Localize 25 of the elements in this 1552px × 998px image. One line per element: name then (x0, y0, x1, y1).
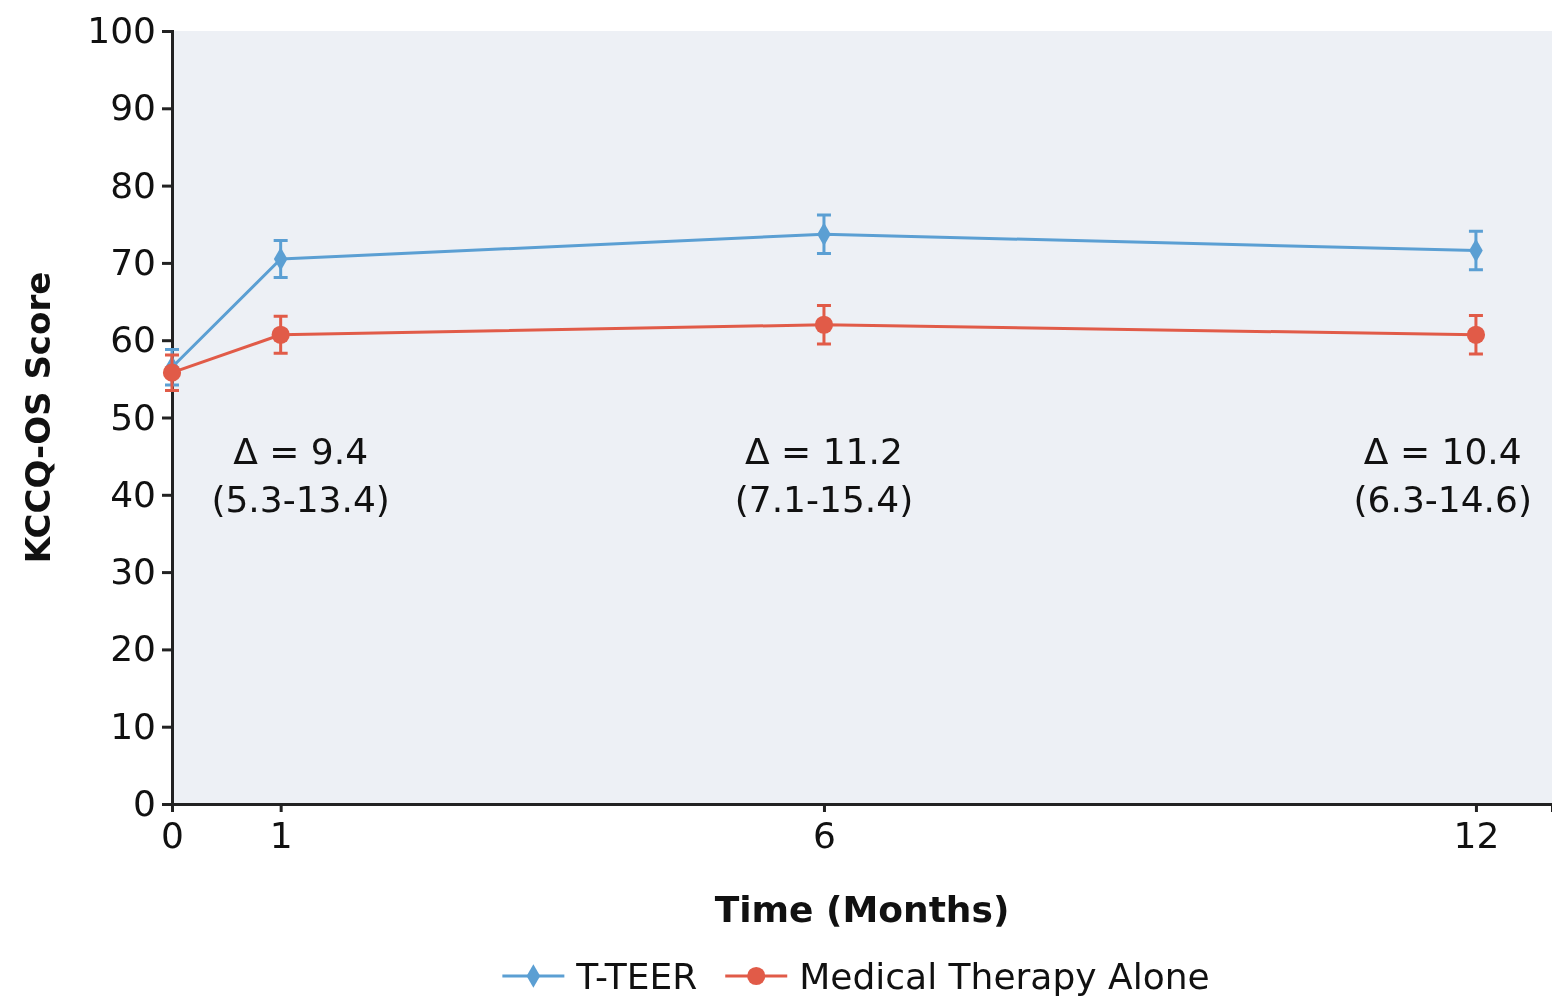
y-tick-label: 10 (110, 705, 156, 747)
point (271, 325, 290, 344)
y-tick-label: 90 (110, 87, 156, 129)
point (814, 315, 834, 334)
y-axis-title: KCCQ-OS Score (18, 271, 58, 564)
x-tick-label: 12 (1453, 814, 1500, 856)
y-tick-label: 80 (110, 164, 156, 206)
annotation: Δ = 11.2 (7.1-15.4) (734, 430, 914, 520)
annotation: Δ = 10.4 (6.3-14.6) (1353, 430, 1532, 520)
x-tick-label: 1 (269, 814, 293, 856)
x-axis-title: Time (Months) (714, 889, 1010, 930)
x-tick-label: 0 (161, 814, 184, 856)
y-tick-label: 70 (110, 241, 156, 283)
x-tick-label: 6 (813, 814, 836, 856)
annotation: Δ = 9.4 (5.3-13.4) (211, 430, 390, 520)
y-tick-label: 30 (110, 551, 156, 593)
y-tick-label: 60 (110, 319, 156, 361)
point (1466, 325, 1486, 344)
y-tick-label: 40 (110, 473, 156, 515)
y-tick-label: 20 (110, 628, 156, 670)
y-tick-label: 0 (133, 783, 156, 825)
legend-label: T-TEER (575, 956, 698, 997)
y-tick-label: 100 (87, 10, 156, 52)
y-tick-label: 50 (110, 396, 156, 438)
legend-label: Medical Therapy Alone (799, 956, 1210, 997)
